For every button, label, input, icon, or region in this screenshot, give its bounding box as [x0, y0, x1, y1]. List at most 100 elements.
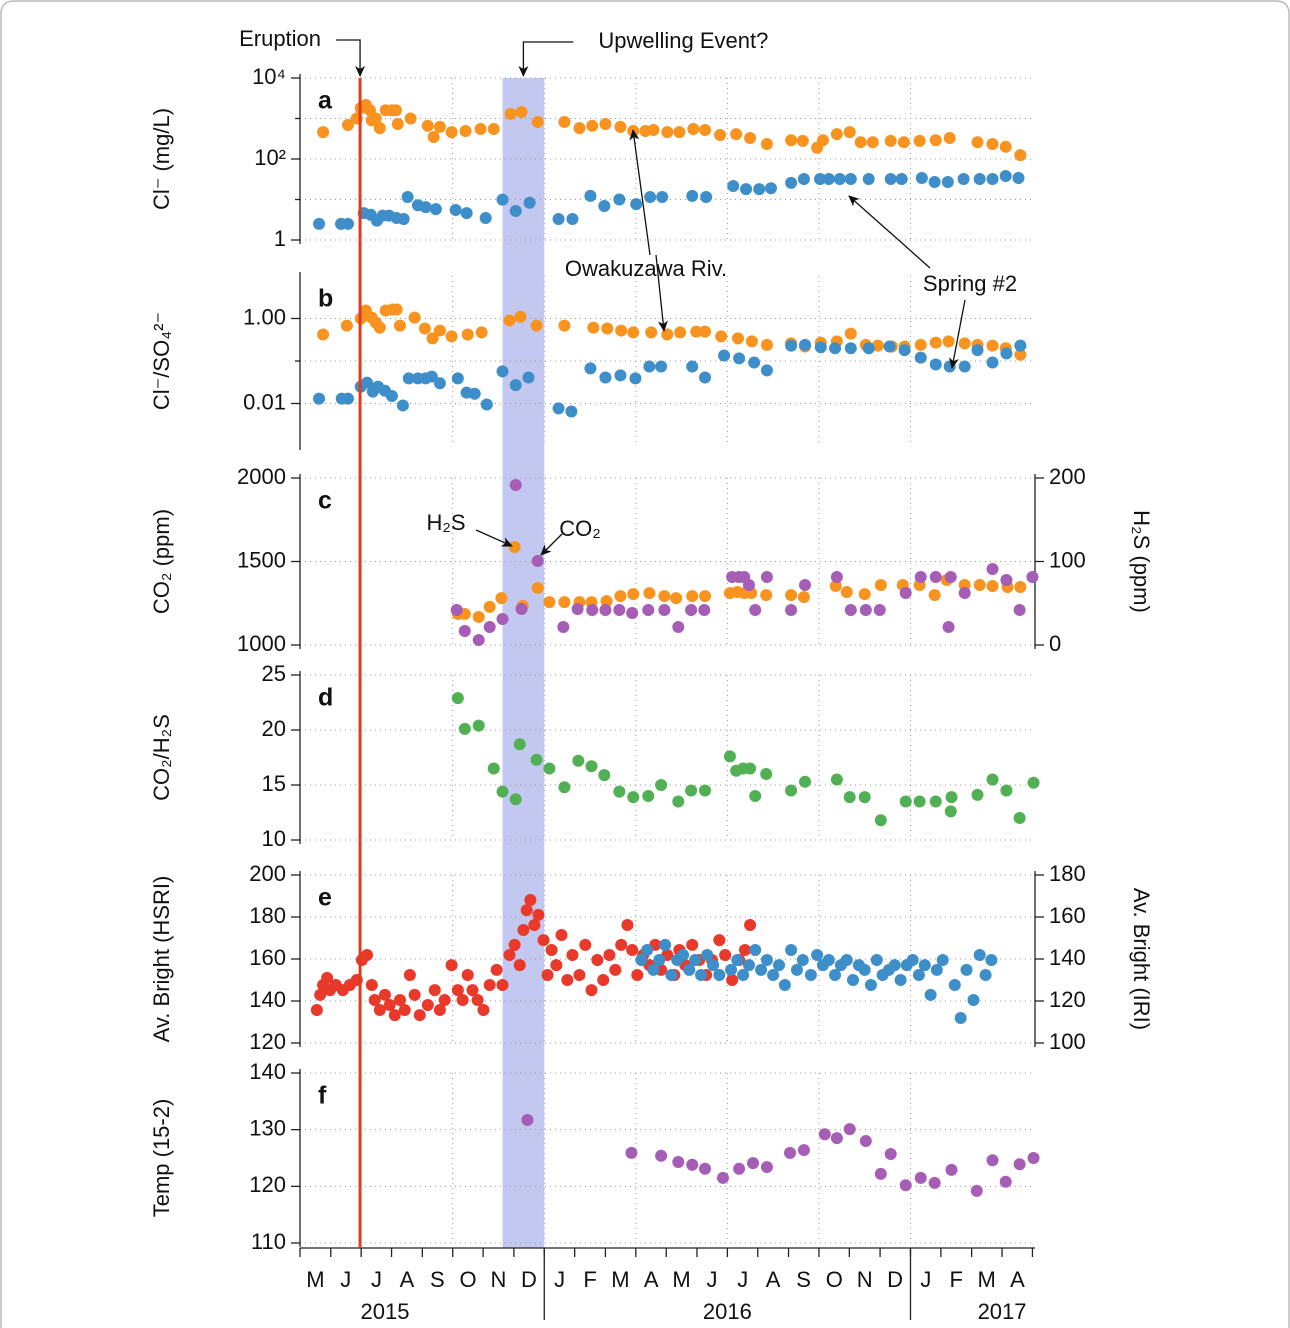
data-point	[450, 604, 463, 617]
data-point	[906, 954, 919, 967]
data-point	[1000, 574, 1013, 587]
data-point	[967, 993, 980, 1006]
data-point	[571, 603, 584, 616]
data-point	[971, 136, 984, 149]
x-tick-label: F	[583, 1267, 596, 1292]
data-point	[514, 310, 527, 323]
x-tick-label: J	[920, 1267, 931, 1292]
data-point	[844, 342, 857, 355]
data-point	[408, 311, 421, 324]
data-point	[445, 959, 458, 972]
data-point	[373, 122, 386, 135]
data-point	[755, 963, 768, 976]
data-point	[749, 943, 762, 956]
data-point	[508, 540, 521, 553]
data-point	[385, 390, 398, 403]
data-point	[971, 344, 984, 357]
data-point	[747, 1157, 760, 1170]
data-point	[760, 589, 773, 602]
data-point	[461, 328, 474, 341]
data-point	[944, 571, 957, 584]
y-axis-label: Cl⁻/SO₄²⁻	[149, 312, 174, 410]
data-point	[986, 1154, 999, 1167]
data-point	[433, 120, 446, 133]
x-tick-label: N	[857, 1267, 873, 1292]
data-point	[579, 938, 592, 951]
x-tick-label: D	[887, 1267, 903, 1292]
y-tick-label: 140	[249, 987, 286, 1012]
data-point	[404, 112, 417, 125]
data-point	[396, 399, 409, 412]
data-point	[587, 321, 600, 334]
y-tick-label: 10²	[254, 145, 286, 170]
data-point	[986, 339, 999, 352]
data-point	[914, 338, 927, 351]
data-point	[317, 328, 330, 341]
data-point	[317, 126, 330, 139]
data-point	[310, 1004, 323, 1017]
data-point	[854, 136, 867, 149]
data-point	[429, 203, 442, 216]
data-point	[389, 104, 402, 117]
y-tick-label: 1	[274, 226, 286, 251]
data-point	[986, 137, 999, 150]
data-point	[341, 119, 354, 132]
data-point	[390, 303, 403, 316]
data-point	[504, 107, 517, 120]
data-point	[764, 182, 777, 195]
data-point	[479, 211, 492, 224]
data-point	[496, 193, 509, 206]
data-point	[426, 332, 439, 345]
data-point	[942, 335, 955, 348]
data-point	[456, 993, 469, 1006]
data-point	[661, 328, 674, 341]
data-point	[929, 795, 942, 808]
data-point	[599, 604, 612, 617]
data-point	[1013, 604, 1026, 617]
panel-label: f	[318, 1082, 327, 1110]
data-point	[573, 122, 586, 135]
y-tick-label: 180	[249, 903, 286, 928]
data-point	[714, 129, 727, 142]
data-point	[509, 205, 522, 218]
data-point	[713, 968, 726, 981]
data-point	[785, 176, 798, 189]
data-point	[971, 788, 984, 801]
y-axis-label: Cl⁻ (mg/L)	[149, 108, 174, 210]
data-point	[899, 795, 912, 808]
data-point	[391, 118, 404, 131]
x-tick-label: M	[977, 1267, 995, 1292]
data-point	[643, 360, 656, 373]
data-point	[738, 943, 751, 956]
data-point	[913, 795, 926, 808]
data-point	[1013, 812, 1026, 824]
data-point	[531, 115, 544, 128]
data-point	[341, 392, 354, 405]
data-point	[830, 571, 843, 584]
data-point	[689, 954, 702, 967]
y-axis-label: CO₂/H₂S	[149, 714, 174, 801]
data-point	[635, 954, 648, 967]
data-point	[460, 207, 473, 220]
data-point	[365, 979, 378, 992]
data-point	[647, 963, 660, 976]
data-point	[918, 959, 931, 972]
data-point	[897, 136, 910, 149]
data-point	[928, 176, 941, 189]
y-axis-label: CO₂ (ppm)	[149, 509, 174, 614]
data-point	[503, 314, 516, 327]
annotation-arrow	[848, 195, 931, 269]
data-point	[866, 136, 879, 149]
y2-axis-label: H₂S (ppm)	[1129, 510, 1154, 613]
data-point	[474, 123, 487, 136]
data-point	[687, 123, 700, 136]
data-point	[458, 722, 471, 735]
x-tick-label: J	[706, 1267, 717, 1292]
data-point	[1014, 581, 1027, 594]
data-point	[784, 1146, 796, 1159]
x-tick-label: A	[766, 1267, 781, 1292]
data-point	[403, 968, 416, 981]
data-point	[731, 332, 744, 345]
data-point	[428, 984, 441, 997]
data-point	[760, 137, 773, 150]
